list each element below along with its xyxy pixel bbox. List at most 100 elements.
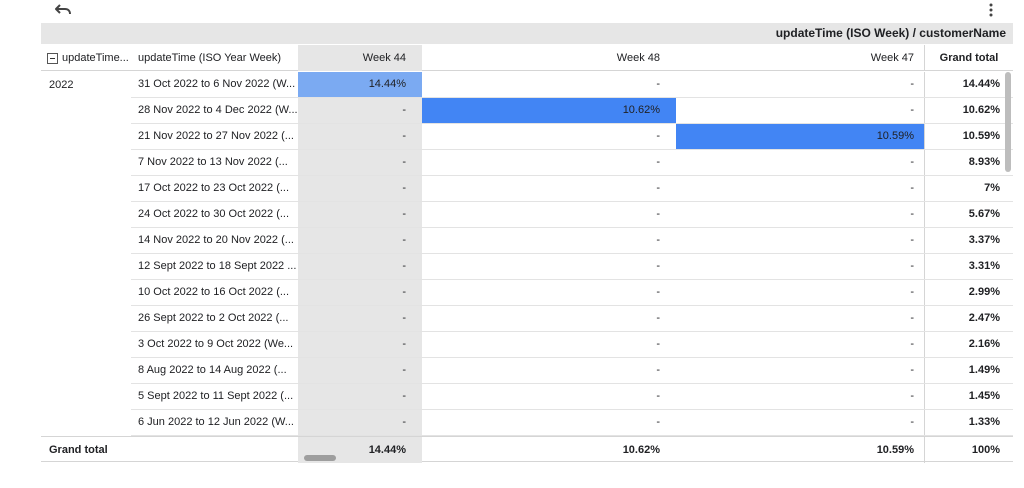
week-44-cell: - <box>298 202 422 227</box>
grand-total-cell: 3.37% <box>924 228 1013 253</box>
table-row[interactable]: 26 Sept 2022 to 2 Oct 2022 (... - - -2.47% <box>131 306 1013 332</box>
date-cell: 24 Oct 2022 to 30 Oct 2022 (... <box>138 208 290 220</box>
grand-total-label: Grand total <box>49 444 108 456</box>
grand-total-cell: 2.47% <box>924 306 1013 331</box>
grand-total-cell: 3.31% <box>924 254 1013 279</box>
week-47-cell: - <box>910 182 914 194</box>
week-47-cell: - <box>910 208 914 220</box>
week-47-cell: - <box>910 390 914 402</box>
week-44-cell: - <box>298 384 422 409</box>
week-48-cell: - <box>656 364 660 376</box>
table-row[interactable]: 12 Sept 2022 to 18 Sept 2022 ... - - -3.31% <box>131 254 1013 280</box>
table-header-row: updateTime... updateTime (ISO Year Week)… <box>41 45 1013 71</box>
table-row[interactable]: 17 Oct 2022 to 23 Oct 2022 (... - - -7% <box>131 176 1013 202</box>
table-row[interactable]: 14 Nov 2022 to 20 Nov 2022 (... - - -3.37% <box>131 228 1013 254</box>
grand-total-row: Grand total 14.44% 10.62% 10.59% 100% <box>41 436 1013 463</box>
date-cell: 14 Nov 2022 to 20 Nov 2022 (... <box>138 234 294 246</box>
week-48-cell: - <box>656 286 660 298</box>
vertical-scrollbar[interactable] <box>1005 72 1011 172</box>
week-44-cell: - <box>298 98 422 123</box>
week-48-cell: - <box>656 208 660 220</box>
table-row[interactable]: 28 Nov 2022 to 4 Dec 2022 (W... -10.62% -1… <box>131 98 1013 124</box>
week-44-cell: - <box>298 332 422 357</box>
week-44-cell: - <box>298 254 422 279</box>
date-cell: 6 Jun 2022 to 12 Jun 2022 (W... <box>138 416 294 428</box>
grand-total-cell: 1.33% <box>924 410 1013 435</box>
date-cell: 31 Oct 2022 to 6 Nov 2022 (W... <box>138 78 296 90</box>
week-48-cell: - <box>656 312 660 324</box>
table-row[interactable]: 21 Nov 2022 to 27 Nov 2022 (... - -10.59% 1… <box>131 124 1013 150</box>
week-48-cell: - <box>656 156 660 168</box>
header-year-label: updateTime... <box>62 52 129 64</box>
week-48-cell: - <box>656 338 660 350</box>
week-44-cell: - <box>298 176 422 201</box>
week-47-cell: - <box>910 286 914 298</box>
collapse-icon[interactable] <box>47 52 58 64</box>
week-48-cell: 10.62% <box>422 98 676 123</box>
header-week-47[interactable]: Week 47 <box>870 52 914 64</box>
table-row[interactable]: 6 Jun 2022 to 12 Jun 2022 (W... - - -1.33% <box>131 410 1013 436</box>
week-44-cell: - <box>298 124 422 149</box>
week-47-cell: - <box>910 78 914 90</box>
table-row[interactable]: 10 Oct 2022 to 16 Oct 2022 (... - - -2.99% <box>131 280 1013 306</box>
week-48-cell: - <box>656 130 660 142</box>
grand-total-cell: 7% <box>924 176 1013 201</box>
more-vert-icon[interactable] <box>984 2 998 18</box>
date-cell: 5 Sept 2022 to 11 Sept 2022 (... <box>138 390 294 402</box>
grand-total-total: 100% <box>924 437 1013 463</box>
pivot-column-dimension-title: updateTime (ISO Week) / customerName <box>41 23 1013 44</box>
date-cell: 26 Sept 2022 to 2 Oct 2022 (... <box>138 312 289 324</box>
week-44-cell: - <box>298 280 422 305</box>
week-48-cell: - <box>656 260 660 272</box>
table-row[interactable]: 3 Oct 2022 to 9 Oct 2022 (We... - - -2.16% <box>131 332 1013 358</box>
week-48-cell: - <box>656 182 660 194</box>
week-47-cell: - <box>910 156 914 168</box>
table-row[interactable]: 24 Oct 2022 to 30 Oct 2022 (... - - -5.67% <box>131 202 1013 228</box>
undo-icon[interactable] <box>54 2 72 18</box>
week-47-cell: - <box>910 260 914 272</box>
year-cell: 2022 <box>49 79 74 91</box>
date-cell: 8 Aug 2022 to 14 Aug 2022 (... <box>138 364 287 376</box>
week-48-cell: - <box>656 416 660 428</box>
week-44-cell: - <box>298 228 422 253</box>
week-48-cell: - <box>656 390 660 402</box>
week-48-cell: - <box>656 78 660 90</box>
week-44-cell: - <box>298 358 422 383</box>
grand-total-cell: 14.44% <box>924 72 1013 97</box>
table-row[interactable]: 31 Oct 2022 to 6 Nov 2022 (W... 14.44% - -1… <box>131 72 1013 98</box>
date-cell: 3 Oct 2022 to 9 Oct 2022 (We... <box>138 338 294 350</box>
grand-total-week-47: 10.59% <box>876 444 914 456</box>
grand-total-cell: 5.67% <box>924 202 1013 227</box>
grand-total-cell: 8.93% <box>924 150 1013 175</box>
grand-total-cell: 10.59% <box>924 124 1013 149</box>
table-body[interactable]: 2022 31 Oct 2022 to 6 Nov 2022 (W... 14.4… <box>41 72 1013 436</box>
week-47-cell: - <box>910 416 914 428</box>
week-47-cell: - <box>910 234 914 246</box>
header-week-44[interactable]: Week 44 <box>298 45 422 71</box>
grand-total-cell: 1.49% <box>924 358 1013 383</box>
date-cell: 12 Sept 2022 to 18 Sept 2022 ... <box>138 260 297 272</box>
date-cell: 21 Nov 2022 to 27 Nov 2022 (... <box>138 130 294 142</box>
header-week-48[interactable]: Week 48 <box>616 52 660 64</box>
grand-total-cell: 10.62% <box>924 98 1013 123</box>
week-47-cell: 10.59% <box>676 124 924 149</box>
header-year-dimension[interactable]: updateTime... <box>41 45 131 71</box>
header-iso-year-week[interactable]: updateTime (ISO Year Week) <box>138 52 282 64</box>
table-row[interactable]: 8 Aug 2022 to 14 Aug 2022 (... - - -1.49% <box>131 358 1013 384</box>
week-44-cell: 14.44% <box>298 72 422 97</box>
header-grand-total[interactable]: Grand total <box>924 45 1013 71</box>
week-47-cell: - <box>910 312 914 324</box>
grand-total-cell: 2.99% <box>924 280 1013 305</box>
grand-total-cell: 1.45% <box>924 384 1013 409</box>
week-48-cell: - <box>656 234 660 246</box>
week-47-cell: - <box>910 338 914 350</box>
grand-total-cell: 2.16% <box>924 332 1013 357</box>
week-44-cell: - <box>298 306 422 331</box>
table-row[interactable]: 7 Nov 2022 to 13 Nov 2022 (... - - -8.93% <box>131 150 1013 176</box>
date-cell: 7 Nov 2022 to 13 Nov 2022 (... <box>138 156 288 168</box>
week-47-cell: - <box>910 104 914 116</box>
week-44-cell: - <box>298 410 422 435</box>
horizontal-scrollbar[interactable] <box>304 455 336 461</box>
date-cell: 17 Oct 2022 to 23 Oct 2022 (... <box>138 182 290 194</box>
table-row[interactable]: 5 Sept 2022 to 11 Sept 2022 (... - - -1.45% <box>131 384 1013 410</box>
